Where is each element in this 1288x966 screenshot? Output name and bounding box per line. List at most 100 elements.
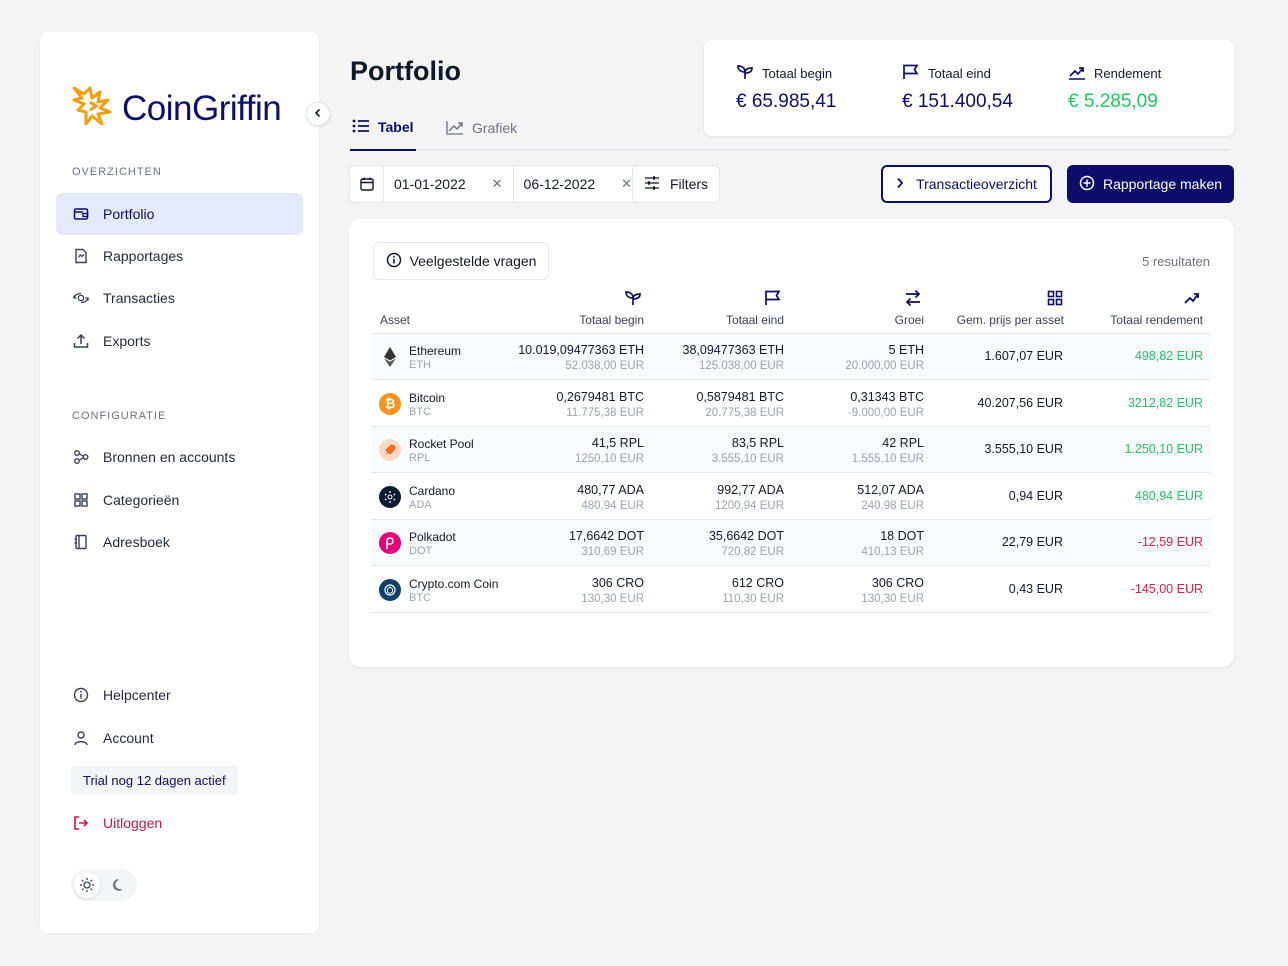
cell-eur: 130,30 EUR: [861, 593, 924, 605]
flag-icon: [764, 289, 782, 307]
date-from-field[interactable]: 01-01-2022 ✕: [384, 166, 513, 202]
polkadot-icon: [379, 532, 401, 554]
cell-eur: 11.775,38 EUR: [566, 407, 644, 419]
flag-icon: [902, 64, 920, 83]
table-row[interactable]: Rocket Pool RPL 41,5 RPL 1250,10 EUR 83,5…: [372, 427, 1210, 473]
plus-circle-icon: [1079, 175, 1095, 194]
cell-avg-price: 0,94 EUR: [1008, 489, 1063, 503]
bitcoin-icon: ₿: [379, 393, 401, 415]
page-title: Portfolio: [350, 56, 461, 86]
logo[interactable]: CoinGriffin: [70, 84, 282, 133]
calendar-icon[interactable]: [350, 166, 384, 202]
column-header-return[interactable]: Totaal rendement: [1069, 287, 1203, 333]
cell-begin: 306 CRO 130,30 EUR: [581, 575, 644, 607]
cell-eur: 240,98 EUR: [861, 500, 924, 512]
cell-eur: 52.038,00 EUR: [565, 360, 644, 372]
table-row[interactable]: Crypto.com Coin BTC 306 CRO 130,30 EUR 61…: [372, 567, 1210, 613]
sidebar-item-label: Bronnen en accounts: [103, 449, 236, 465]
logout-icon: [73, 815, 89, 831]
sidebar-item-bronnen[interactable]: Bronnen en accounts: [56, 436, 303, 478]
summary-return: Rendement € 5.285,09: [1068, 64, 1161, 113]
table-row[interactable]: Cardano ADA 480,77 ADA 480,94 EUR 992,77 …: [372, 474, 1210, 520]
asset-symbol: ETH: [409, 359, 431, 371]
sidebar-item-rapportages[interactable]: Rapportages: [56, 235, 303, 277]
date-to-field[interactable]: 06-12-2022 ✕: [512, 166, 643, 202]
transactions-overview-label: Transactieoverzicht: [916, 176, 1037, 192]
ethereum-icon: [379, 346, 401, 368]
column-header-begin[interactable]: Totaal begin: [509, 287, 644, 333]
column-header-end[interactable]: Totaal eind: [649, 287, 784, 333]
view-tabs: Tabel Grafiek: [350, 105, 1230, 151]
sidebar-item-adresboek[interactable]: Adresboek: [56, 521, 303, 563]
cell-eur: 310,69 EUR: [581, 546, 644, 558]
cell-growth: 512,07 ADA 240,98 EUR: [857, 482, 924, 514]
clear-date-from-icon[interactable]: ✕: [491, 176, 503, 191]
swap-arrows-icon: [904, 289, 922, 307]
cell-eur: 110,30 EUR: [722, 593, 784, 605]
cell-avg-price: 3.555,10 EUR: [984, 442, 1063, 456]
faq-button[interactable]: Veelgestelde vragen: [373, 242, 549, 280]
date-range-picker: 01-01-2022 ✕ 06-12-2022 ✕: [349, 165, 644, 203]
transactions-overview-button[interactable]: Transactieoverzicht: [881, 165, 1052, 203]
column-header-growth[interactable]: Groei: [789, 287, 924, 333]
sidebar-item-account[interactable]: Account: [56, 717, 303, 759]
chevron-right-icon: [896, 176, 904, 192]
sidebar-item-label: Helpcenter: [103, 687, 171, 703]
sun-icon[interactable]: [74, 872, 100, 898]
cell-return: -145,00 EUR: [1130, 582, 1203, 596]
cell-begin: 17,6642 DOT 310,69 EUR: [569, 528, 644, 560]
cell-end: 83,5 RPL 3.555,10 EUR: [712, 435, 784, 467]
asset-name: Rocket Pool: [409, 437, 474, 451]
sidebar-item-portfolio[interactable]: Portfolio: [56, 193, 303, 235]
date-from-value: 01-01-2022: [394, 176, 466, 192]
crypto-com-coin-icon: [379, 579, 401, 601]
cell-end: 35,6642 DOT 720,82 EUR: [709, 528, 784, 560]
sidebar-item-label: Rapportages: [103, 248, 184, 264]
cardano-icon: [379, 486, 401, 508]
table-row[interactable]: ₿ Bitcoin BTC 0,2679481 BTC 11.775,38 EUR…: [372, 381, 1210, 427]
filters-label: Filters: [669, 176, 709, 192]
summary-return-label: Rendement: [1094, 66, 1162, 81]
trend-up-icon: [1183, 289, 1201, 307]
asset-name: Crypto.com Coin: [409, 577, 499, 591]
sidebar-item-categorieen[interactable]: Categorieën: [56, 479, 303, 521]
filters-button[interactable]: Filters: [632, 165, 720, 203]
collapse-sidebar-button[interactable]: [306, 102, 330, 126]
cell-eur: 20.000,00 EUR: [845, 360, 924, 372]
cell-amount: 17,6642 DOT: [568, 529, 644, 543]
tab-grafiek[interactable]: Grafiek: [444, 105, 519, 151]
create-report-button[interactable]: Rapportage maken: [1067, 165, 1234, 203]
logo-text: CoinGriffin: [122, 88, 282, 128]
sidebar-item-transacties[interactable]: Transacties: [56, 277, 303, 319]
cell-begin: 10.019,09477363 ETH 52.038,00 EUR: [518, 342, 644, 374]
logout-label: Uitloggen: [103, 815, 163, 831]
table-row[interactable]: Ethereum ETH 10.019,09477363 ETH 52.038,0…: [372, 334, 1210, 380]
asset-symbol: BTC: [409, 592, 431, 604]
cell-amount: 612 CRO: [731, 576, 784, 590]
table-row[interactable]: Polkadot DOT 17,6642 DOT 310,69 EUR 35,66…: [372, 520, 1210, 566]
info-icon: [386, 252, 402, 271]
tab-tabel[interactable]: Tabel: [350, 105, 416, 151]
theme-toggle[interactable]: [71, 869, 137, 901]
summary-begin: Totaal begin € 65.985,41: [736, 64, 836, 113]
cell-amount: 42 RPL: [882, 436, 924, 450]
column-header-asset[interactable]: Asset: [380, 287, 460, 333]
cell-begin: 480,77 ADA 480,94 EUR: [577, 482, 644, 514]
asset-symbol: BTC: [409, 406, 431, 418]
moon-icon[interactable]: [106, 872, 132, 898]
cell-eur: 20.775,38 EUR: [705, 407, 784, 419]
asset-symbol: RPL: [409, 452, 431, 464]
logout-button[interactable]: Uitloggen: [56, 802, 303, 844]
column-header-avg-price[interactable]: Gem. prijs per asset: [929, 287, 1064, 333]
sidebar-item-exports[interactable]: Exports: [56, 320, 303, 362]
sidebar-item-helpcenter[interactable]: Helpcenter: [56, 674, 303, 716]
cell-amount: 992,77 ADA: [717, 483, 784, 497]
cell-end: 612 CRO 110,30 EUR: [722, 575, 784, 607]
clear-date-to-icon[interactable]: ✕: [621, 176, 633, 191]
cell-amount: 480,77 ADA: [577, 483, 644, 497]
cell-return: 498,82 EUR: [1134, 349, 1203, 363]
cell-amount: 10.019,09477363 ETH: [518, 343, 644, 357]
cell-end: 38,09477363 ETH 125.038,00 EUR: [683, 342, 784, 374]
cell-eur: 130,30 EUR: [581, 593, 644, 605]
cell-eur: 720,82 EUR: [721, 546, 784, 558]
